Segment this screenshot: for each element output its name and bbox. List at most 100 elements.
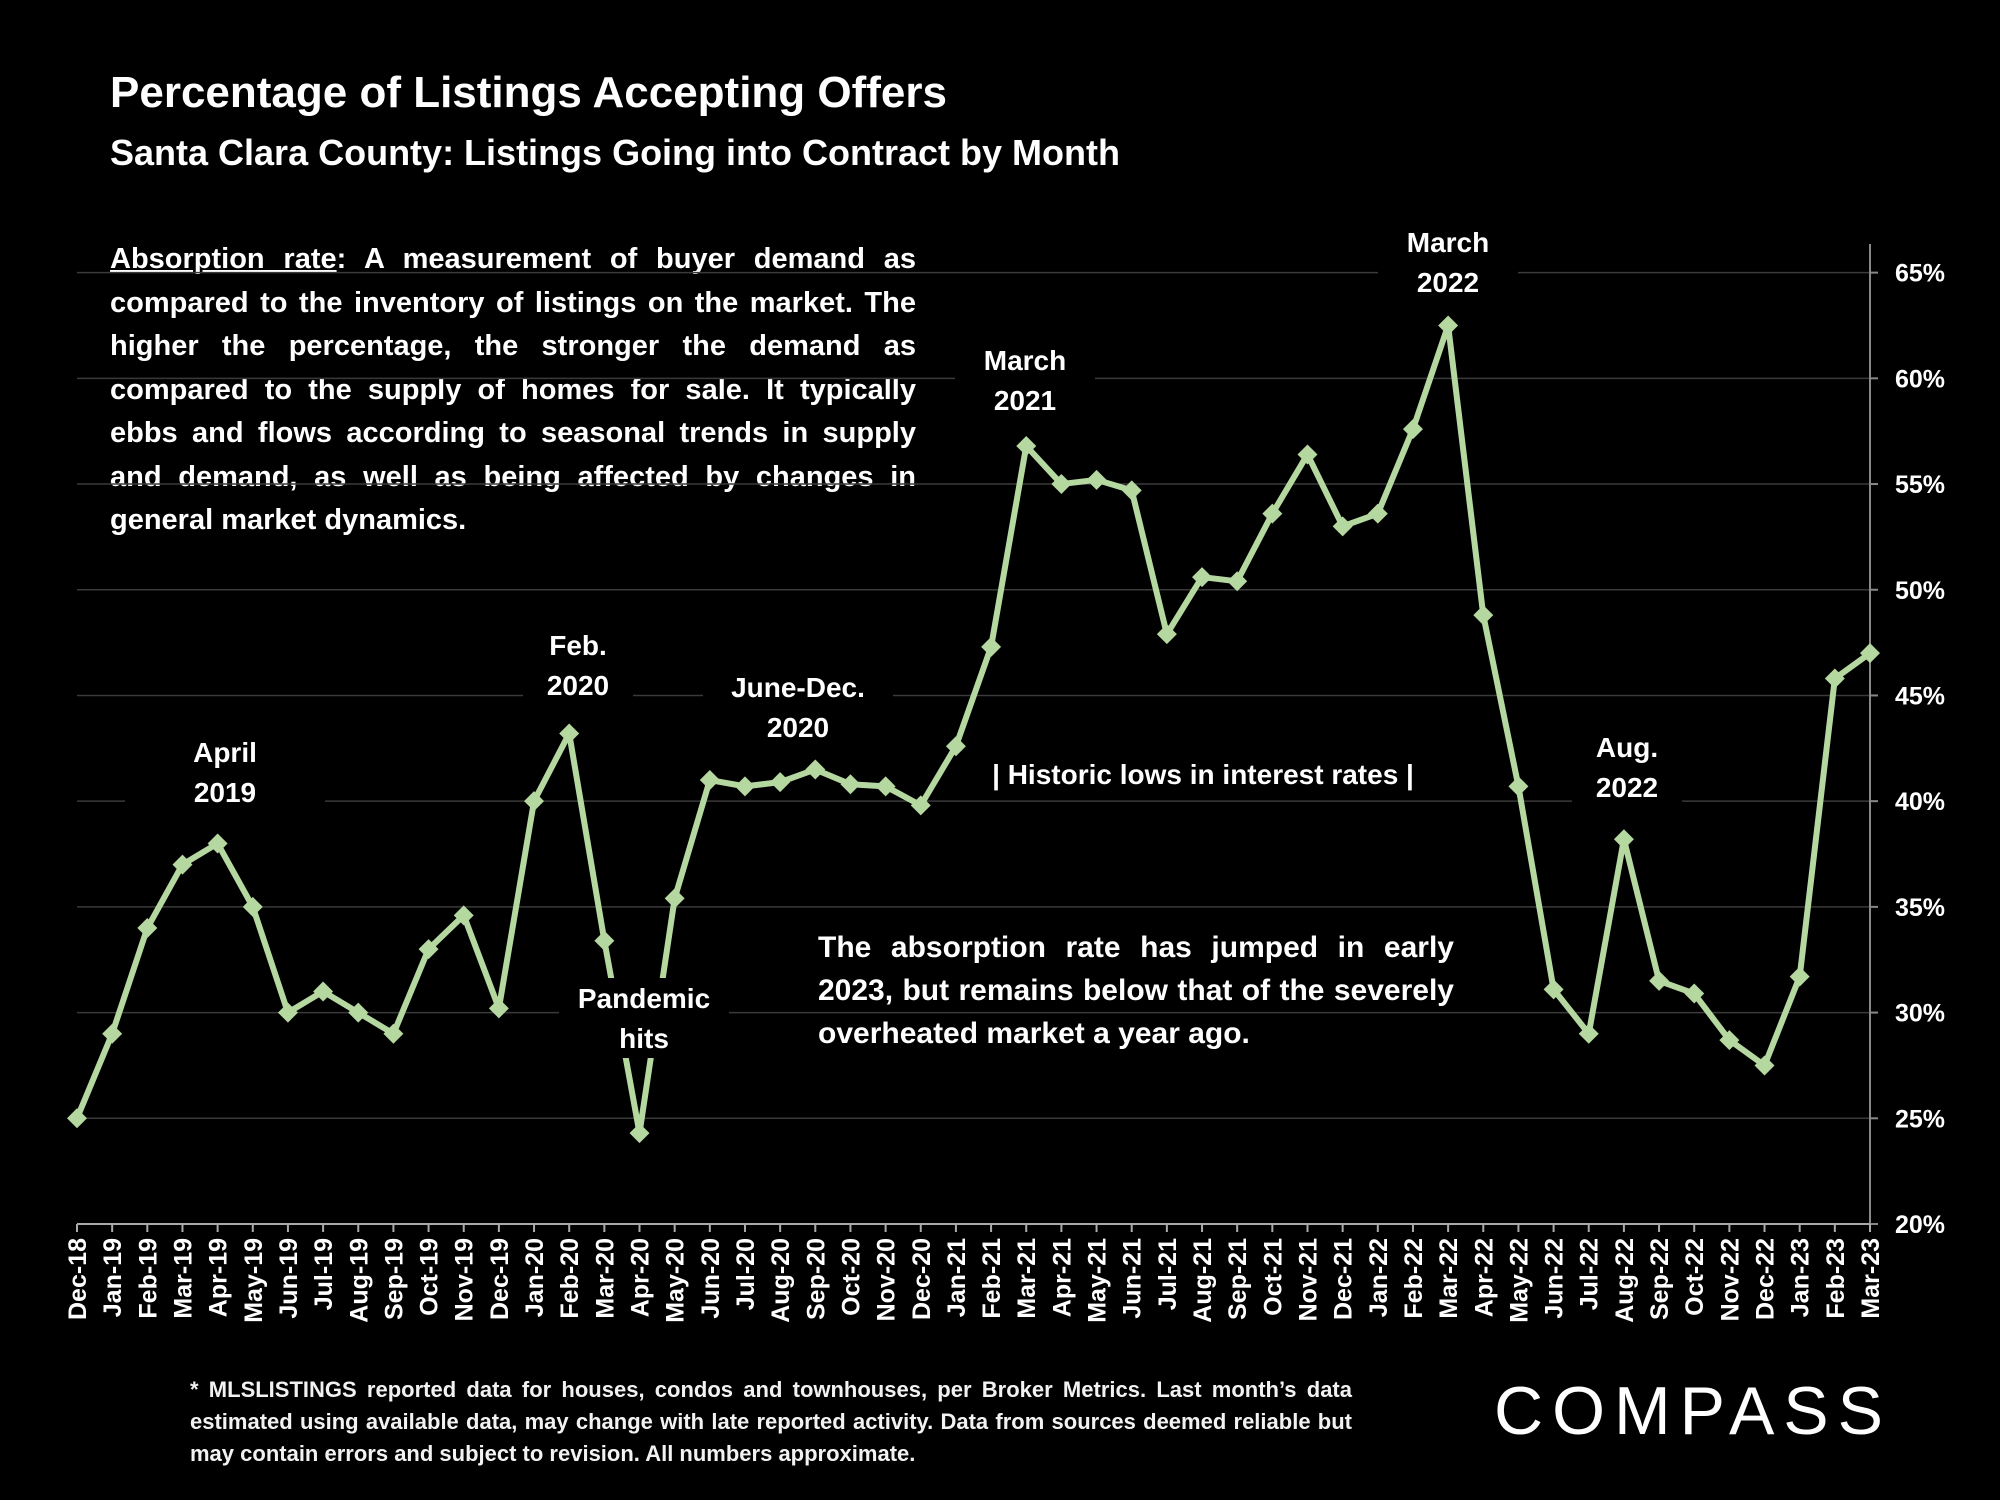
data-point	[348, 1002, 369, 1023]
series-line	[74, 322, 1872, 1137]
annotation-backing	[1378, 262, 1518, 302]
data-point	[207, 833, 228, 854]
x-tick-label: Jan-22	[1365, 1238, 1393, 1317]
x-tick-label: Nov-20	[873, 1238, 901, 1321]
annotation-mar2021: 2021	[994, 385, 1056, 416]
x-tick-label: Mar-20	[591, 1238, 619, 1319]
data-point	[1508, 776, 1529, 797]
annotation-backing	[1378, 222, 1518, 262]
data-point	[910, 795, 931, 816]
annotation-pandemic: Pandemic	[578, 983, 710, 1014]
data-point	[453, 905, 474, 926]
x-tick-label: Jun-21	[1119, 1238, 1147, 1319]
y-tick-label: 50%	[1895, 577, 1945, 605]
x-tick-label: Sep-22	[1646, 1238, 1674, 1320]
data-point	[313, 981, 334, 1002]
data-point	[418, 939, 439, 960]
x-tick-label: Mar-21	[1013, 1238, 1041, 1319]
data-point	[840, 774, 861, 795]
annotation-backing	[523, 665, 633, 705]
x-tick-label: Nov-22	[1716, 1238, 1744, 1321]
x-tick-label: Apr-20	[627, 1238, 655, 1317]
x-tick-label: Feb-22	[1400, 1238, 1428, 1319]
x-tick-label: Feb-21	[978, 1238, 1006, 1319]
data-point	[1227, 571, 1248, 592]
data-point	[629, 1123, 650, 1144]
data-point	[1684, 983, 1705, 1004]
x-tick-label: Mar-19	[169, 1238, 197, 1319]
annotation-apr2019: April	[193, 737, 257, 768]
y-tick-label: 30%	[1895, 1000, 1945, 1028]
data-point	[1613, 829, 1634, 850]
y-tick-label: 40%	[1895, 788, 1945, 816]
x-tick-label: May-20	[662, 1238, 690, 1323]
data-point	[1367, 503, 1388, 524]
data-point	[875, 776, 896, 797]
x-tick-label: Jun-22	[1541, 1238, 1569, 1319]
annotation-backing	[559, 978, 729, 1018]
x-tick-label: Jun-20	[697, 1238, 725, 1319]
x-tick-label: Apr-19	[205, 1238, 233, 1317]
data-point	[172, 854, 193, 875]
data-point	[559, 723, 580, 744]
x-tick-label: Jan-23	[1787, 1238, 1815, 1317]
chart-note: The absorption rate has jumped in early …	[818, 931, 1454, 1050]
data-point	[1016, 435, 1037, 456]
data-point	[137, 918, 158, 939]
annotation-junedec2020: 2020	[767, 712, 829, 743]
x-tick-label: Dec-21	[1330, 1238, 1358, 1320]
x-tick-label: Oct-21	[1259, 1238, 1287, 1316]
annotation-lowrates: | Historic lows in interest rates |	[992, 759, 1414, 790]
x-tick-label: Aug-20	[767, 1238, 795, 1323]
y-tick-label: 25%	[1895, 1105, 1945, 1133]
y-tick-label: 55%	[1895, 471, 1945, 499]
data-point	[1332, 516, 1353, 537]
data-point	[1719, 1030, 1740, 1051]
x-tick-label: Jan-21	[943, 1238, 971, 1317]
data-point	[699, 770, 720, 791]
data-point	[1860, 643, 1880, 664]
x-tick-label: Sep-21	[1224, 1238, 1252, 1320]
annotation-backing	[1572, 767, 1682, 807]
x-tick-label: Oct-20	[837, 1238, 865, 1316]
data-point	[945, 736, 966, 757]
x-tick-label: Jul-20	[732, 1238, 760, 1310]
annotation-backing	[125, 732, 325, 772]
data-point	[1754, 1055, 1775, 1076]
annotation-backing	[978, 754, 1428, 794]
data-point	[770, 772, 791, 793]
data-point	[981, 636, 1002, 657]
annotation-backing	[523, 625, 633, 665]
data-point	[805, 759, 826, 780]
x-tick-label: Oct-22	[1681, 1238, 1709, 1316]
x-tick-label: Jan-19	[99, 1238, 127, 1317]
annotation-backing	[703, 667, 893, 707]
x-tick-label: Mar-22	[1435, 1238, 1463, 1319]
y-tick-label: 60%	[1895, 365, 1945, 393]
annotation-backing	[559, 1018, 729, 1058]
x-tick-label: Dec-18	[64, 1238, 92, 1320]
x-tick-label: Aug-21	[1189, 1238, 1217, 1323]
annotation-mar2022: March	[1407, 227, 1489, 258]
y-tick-label: 65%	[1895, 260, 1945, 288]
x-tick-label: Apr-21	[1048, 1238, 1076, 1317]
data-point	[594, 930, 615, 951]
x-tick-label: Apr-22	[1470, 1238, 1498, 1317]
data-point	[242, 896, 263, 917]
x-tick-label: Feb-19	[134, 1238, 162, 1319]
data-point	[1262, 503, 1283, 524]
data-point	[102, 1023, 123, 1044]
x-tick-label: Dec-20	[908, 1238, 936, 1320]
compass-logo: COMPASS	[1494, 1373, 1893, 1449]
annotation-backing	[125, 772, 325, 812]
x-tick-label: Feb-20	[556, 1238, 584, 1319]
y-tick-label: 20%	[1895, 1211, 1945, 1239]
data-point	[1086, 469, 1107, 490]
x-tick-label: Nov-21	[1294, 1238, 1322, 1321]
footnote: * MLSLISTINGS reported data for houses, …	[190, 1377, 1352, 1466]
x-tick-label: Jul-22	[1576, 1238, 1604, 1310]
annotation-backing	[1572, 727, 1682, 767]
y-tick-label: 45%	[1895, 682, 1945, 710]
data-point	[1156, 624, 1177, 645]
